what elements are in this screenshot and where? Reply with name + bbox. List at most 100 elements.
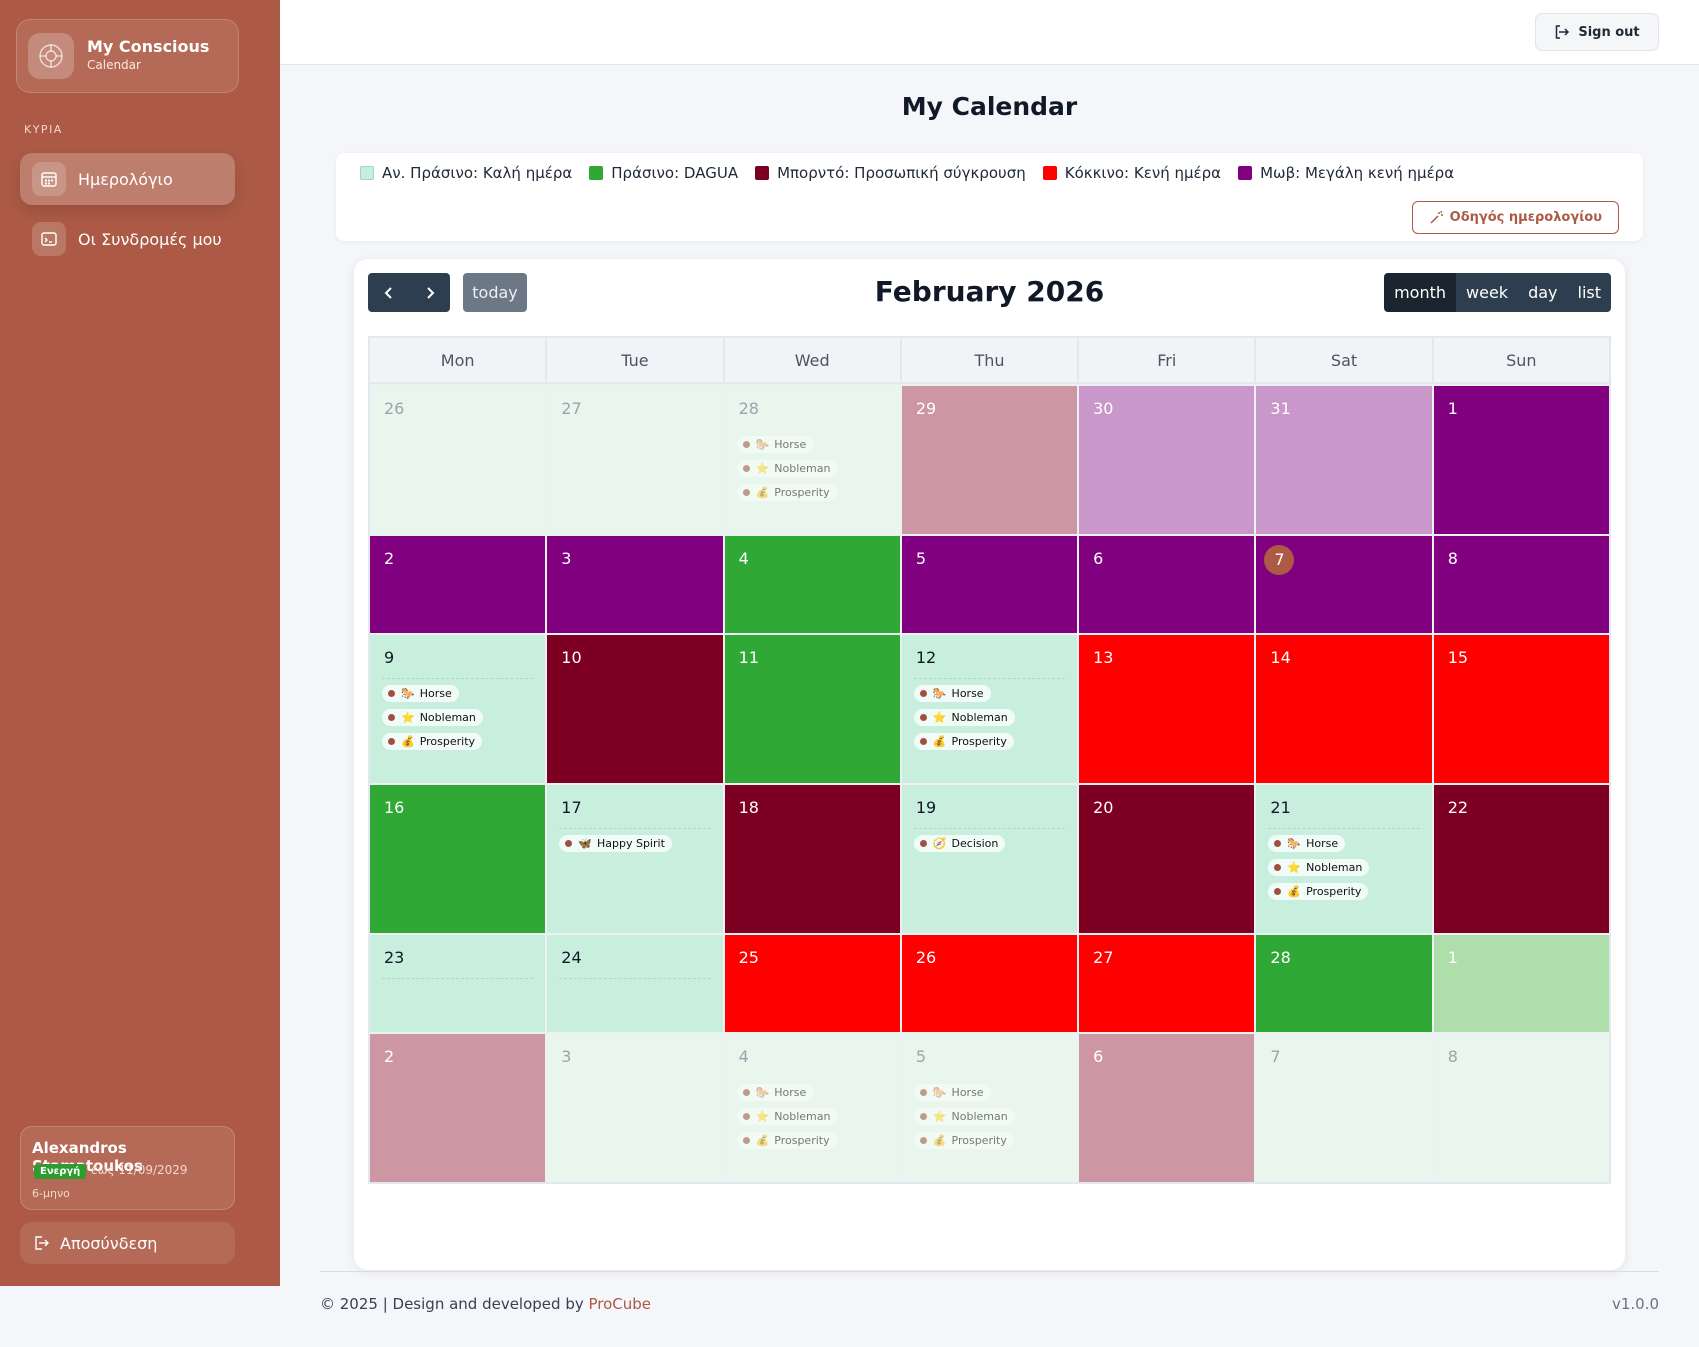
day-cell[interactable]: 1 bbox=[1431, 386, 1609, 534]
day-number[interactable]: 13 bbox=[1093, 648, 1114, 667]
day-cell[interactable]: 7 bbox=[1254, 536, 1432, 633]
day-number[interactable]: 4 bbox=[738, 549, 749, 568]
day-cell[interactable]: 24 bbox=[545, 935, 723, 1032]
day-cell[interactable]: 13 bbox=[1077, 635, 1255, 783]
calendar-event[interactable]: 💰 Prosperity bbox=[736, 484, 837, 501]
day-cell[interactable]: 19 🧭 Decision bbox=[899, 785, 1078, 933]
day-number[interactable]: 12 bbox=[915, 648, 937, 667]
day-number[interactable]: 1 bbox=[1447, 948, 1458, 967]
day-number[interactable]: 8 bbox=[1447, 549, 1458, 568]
calendar-event[interactable]: 🐎 Horse bbox=[913, 1084, 991, 1101]
calendar-guide-button[interactable]: Οδηγός ημερολογίου bbox=[1411, 201, 1619, 234]
today-button[interactable]: today bbox=[463, 273, 527, 312]
day-number[interactable]: 11 bbox=[738, 648, 759, 667]
day-number[interactable]: 27 bbox=[561, 399, 582, 418]
day-number[interactable]: 20 bbox=[1093, 798, 1114, 817]
day-cell[interactable]: 8 bbox=[1431, 536, 1609, 633]
day-number[interactable]: 31 bbox=[1270, 399, 1291, 418]
day-cell[interactable]: 26 bbox=[899, 935, 1078, 1032]
day-number[interactable]: 25 bbox=[738, 948, 759, 967]
day-cell[interactable]: 6 bbox=[1077, 1034, 1255, 1182]
day-number[interactable]: 28 bbox=[738, 399, 759, 418]
sign-out-button[interactable]: Sign out bbox=[1535, 13, 1659, 51]
procube-link[interactable]: ProCube bbox=[588, 1295, 652, 1313]
day-number[interactable]: 6 bbox=[1093, 1047, 1104, 1066]
day-cell[interactable]: 17 🦋 Happy Spirit bbox=[545, 785, 723, 933]
day-cell[interactable]: 29 bbox=[899, 386, 1078, 534]
day-cell[interactable]: 31 bbox=[1254, 386, 1432, 534]
calendar-event[interactable]: ⭐ Nobleman bbox=[736, 460, 838, 477]
day-number[interactable]: 30 bbox=[1093, 399, 1114, 418]
day-number[interactable]: 10 bbox=[561, 648, 582, 667]
brand[interactable]: My Conscious Calendar bbox=[16, 19, 239, 93]
day-number[interactable]: 17 bbox=[561, 798, 582, 817]
calendar-event[interactable]: ⭐ Nobleman bbox=[736, 1108, 838, 1125]
day-number[interactable]: 3 bbox=[561, 1047, 572, 1066]
logout-button[interactable]: Αποσύνδεση bbox=[20, 1222, 235, 1264]
calendar-event[interactable]: 💰 Prosperity bbox=[1268, 883, 1369, 900]
day-number[interactable]: 26 bbox=[915, 948, 937, 967]
calendar-event[interactable]: 💰 Prosperity bbox=[913, 733, 1014, 750]
day-number[interactable]: 9 bbox=[384, 648, 395, 667]
day-number[interactable]: 6 bbox=[1093, 549, 1104, 568]
day-number[interactable]: 21 bbox=[1270, 798, 1291, 817]
day-cell[interactable]: 8 bbox=[1431, 1034, 1609, 1182]
day-cell[interactable]: 5 bbox=[899, 536, 1078, 633]
day-number[interactable]: 16 bbox=[384, 798, 405, 817]
day-number[interactable]: 15 bbox=[1447, 648, 1469, 667]
day-cell[interactable]: 16 bbox=[370, 785, 546, 933]
day-cell[interactable]: 27 bbox=[1077, 935, 1255, 1032]
day-cell[interactable]: 20 bbox=[1077, 785, 1255, 933]
day-cell[interactable]: 2 bbox=[370, 1034, 546, 1182]
day-cell[interactable]: 5 🐎 Horse ⭐ Nobleman 💰 Prosperity bbox=[899, 1034, 1078, 1182]
day-cell[interactable]: 21 🐎 Horse ⭐ Nobleman 💰 Prosperity bbox=[1254, 785, 1432, 933]
prev-month-button[interactable] bbox=[368, 273, 409, 312]
view-month-button[interactable]: month bbox=[1384, 273, 1457, 312]
calendar-event[interactable]: 🐎 Horse bbox=[736, 1084, 814, 1101]
day-cell[interactable]: 3 bbox=[545, 1034, 723, 1182]
day-cell[interactable]: 7 bbox=[1254, 1034, 1432, 1182]
calendar-event[interactable]: 🦋 Happy Spirit bbox=[559, 835, 672, 852]
day-number[interactable]: 19 bbox=[915, 798, 937, 817]
calendar-event[interactable]: 🧭 Decision bbox=[913, 835, 1006, 852]
day-number[interactable]: 18 bbox=[738, 798, 759, 817]
day-number[interactable]: 3 bbox=[561, 549, 572, 568]
calendar-event[interactable]: ⭐ Nobleman bbox=[382, 709, 483, 726]
day-number[interactable]: 29 bbox=[915, 399, 937, 418]
day-cell[interactable]: 26 bbox=[370, 386, 546, 534]
view-list-button[interactable]: list bbox=[1567, 273, 1611, 312]
day-number[interactable]: 7 bbox=[1264, 545, 1295, 575]
day-number[interactable]: 26 bbox=[384, 399, 405, 418]
day-cell[interactable]: 23 bbox=[370, 935, 546, 1032]
day-number[interactable]: 24 bbox=[561, 948, 582, 967]
day-number[interactable]: 23 bbox=[384, 948, 405, 967]
calendar-event[interactable]: 🐎 Horse bbox=[1268, 835, 1346, 852]
day-number[interactable]: 27 bbox=[1093, 948, 1114, 967]
day-cell[interactable]: 15 bbox=[1431, 635, 1609, 783]
view-day-button[interactable]: day bbox=[1518, 273, 1568, 312]
day-number[interactable]: 8 bbox=[1447, 1047, 1458, 1066]
calendar-event[interactable]: ⭐ Nobleman bbox=[913, 709, 1015, 726]
sidebar-item-subscriptions[interactable]: Οι Συνδρομές μου bbox=[20, 213, 235, 265]
next-month-button[interactable] bbox=[409, 273, 450, 312]
day-cell[interactable]: 25 bbox=[722, 935, 900, 1032]
day-number[interactable]: 2 bbox=[384, 1047, 395, 1066]
day-number[interactable]: 5 bbox=[915, 1047, 927, 1066]
day-cell[interactable]: 3 bbox=[545, 536, 723, 633]
day-number[interactable]: 5 bbox=[915, 549, 927, 568]
day-number[interactable]: 2 bbox=[384, 549, 395, 568]
day-number[interactable]: 22 bbox=[1447, 798, 1469, 817]
day-cell[interactable]: 18 bbox=[722, 785, 900, 933]
day-number[interactable]: 4 bbox=[738, 1047, 749, 1066]
day-number[interactable]: 1 bbox=[1447, 399, 1458, 418]
calendar-event[interactable]: 💰 Prosperity bbox=[913, 1132, 1014, 1149]
day-cell[interactable]: 14 bbox=[1254, 635, 1432, 783]
day-cell[interactable]: 28 bbox=[1254, 935, 1432, 1032]
calendar-event[interactable]: ⭐ Nobleman bbox=[913, 1108, 1015, 1125]
day-cell[interactable]: 10 bbox=[545, 635, 723, 783]
calendar-event[interactable]: 🐎 Horse bbox=[913, 685, 991, 702]
day-cell[interactable]: 9 🐎 Horse ⭐ Nobleman 💰 Prosperity bbox=[370, 635, 546, 783]
day-cell[interactable]: 12 🐎 Horse ⭐ Nobleman 💰 Prosperity bbox=[899, 635, 1078, 783]
day-cell[interactable]: 1 bbox=[1431, 935, 1609, 1032]
day-cell[interactable]: 2 bbox=[370, 536, 546, 633]
